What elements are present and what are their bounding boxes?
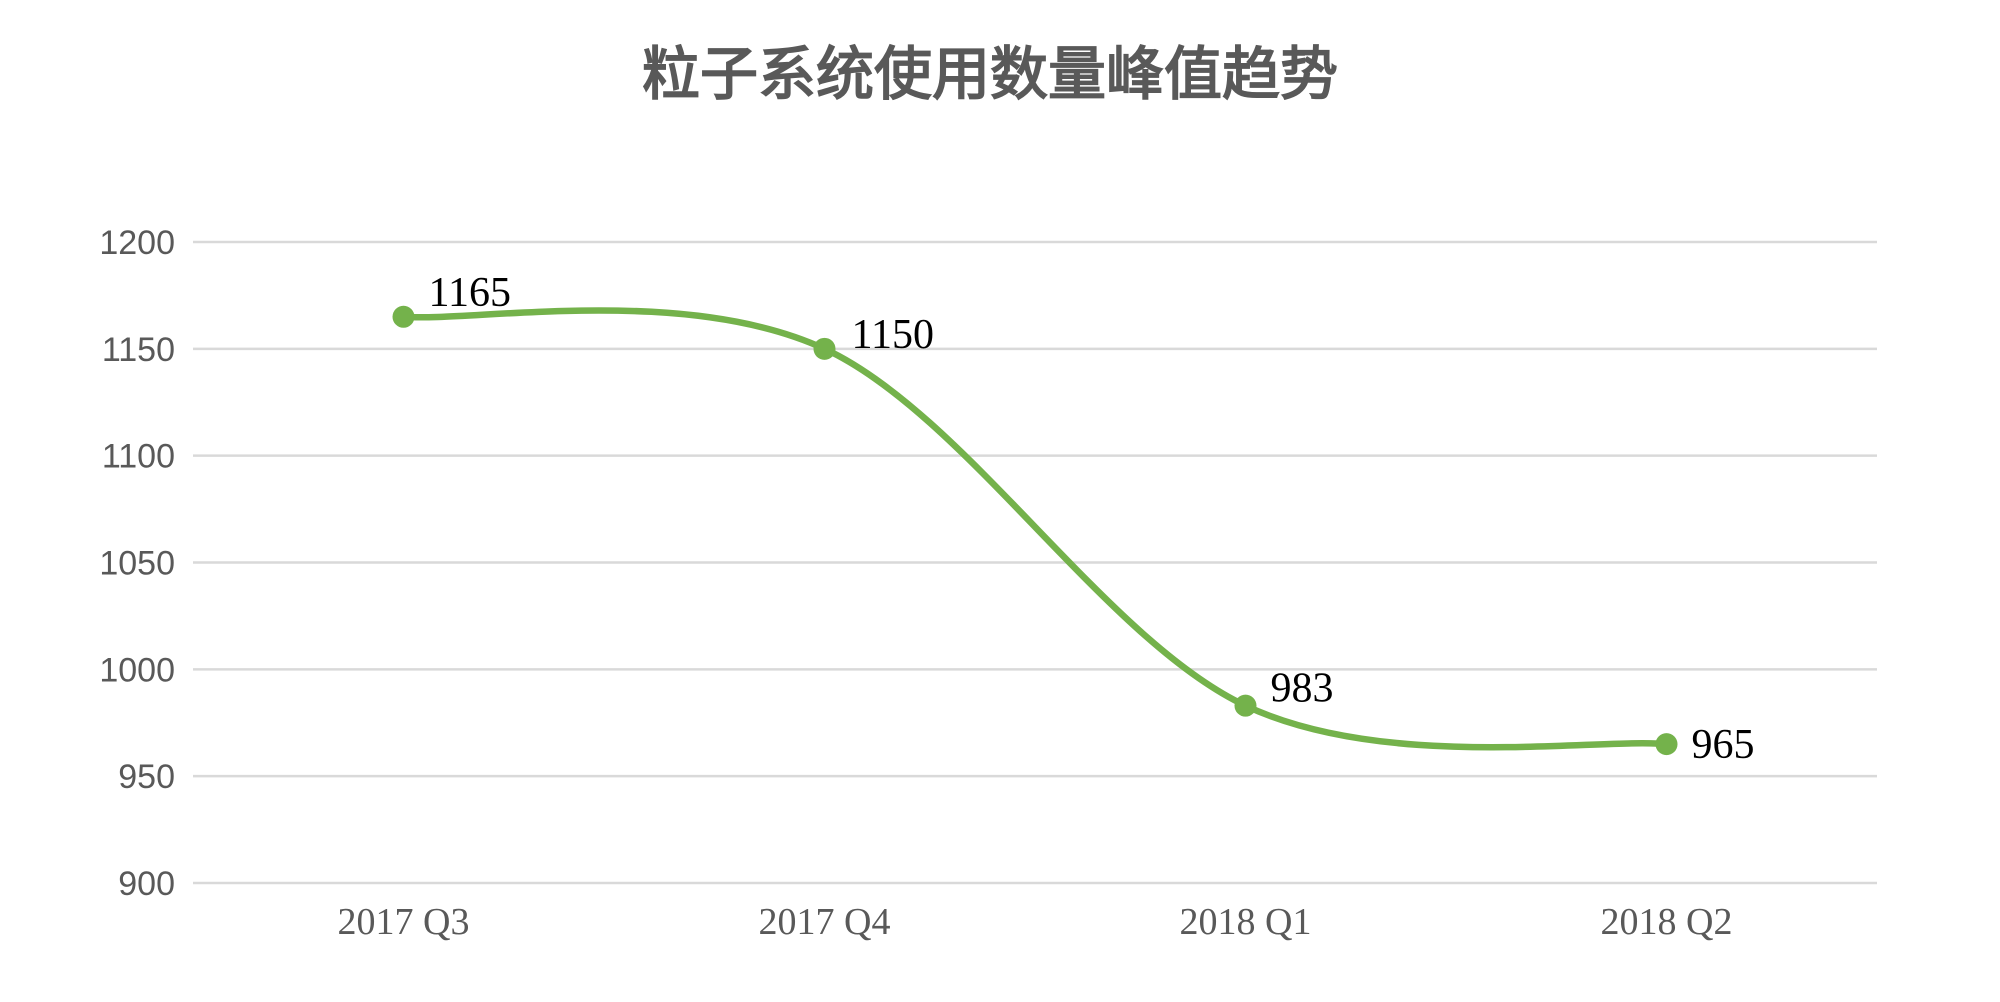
series-line <box>400 307 1670 751</box>
x-axis-category-label: 2018 Q1 <box>1180 901 1312 943</box>
data-point-marker <box>1234 694 1257 717</box>
x-axis-category-label: 2018 Q2 <box>1601 901 1733 943</box>
y-axis-tick-label: 1100 <box>102 438 175 476</box>
data-point-label: 1150 <box>852 312 934 358</box>
data-point-label: 965 <box>1692 722 1755 768</box>
x-axis-category-label: 2017 Q4 <box>759 901 891 943</box>
chart-title: 粒子系统使用数量峰值趋势 <box>641 42 1338 107</box>
data-point-marker <box>1655 733 1678 756</box>
y-axis-tick-label: 1050 <box>99 545 175 583</box>
y-axis-tick-label: 950 <box>118 758 175 796</box>
data-point-label: 1165 <box>429 270 511 316</box>
y-axis-tick-label: 1200 <box>99 224 175 262</box>
y-axis-tick-label: 1150 <box>102 331 175 369</box>
data-point-marker <box>392 305 415 328</box>
y-axis-tick-label: 900 <box>118 865 175 903</box>
data-point-marker <box>813 337 836 360</box>
data-point-label: 983 <box>1271 666 1334 712</box>
x-axis-category-label: 2017 Q3 <box>338 901 470 943</box>
y-axis-tick-label: 1000 <box>99 651 175 689</box>
